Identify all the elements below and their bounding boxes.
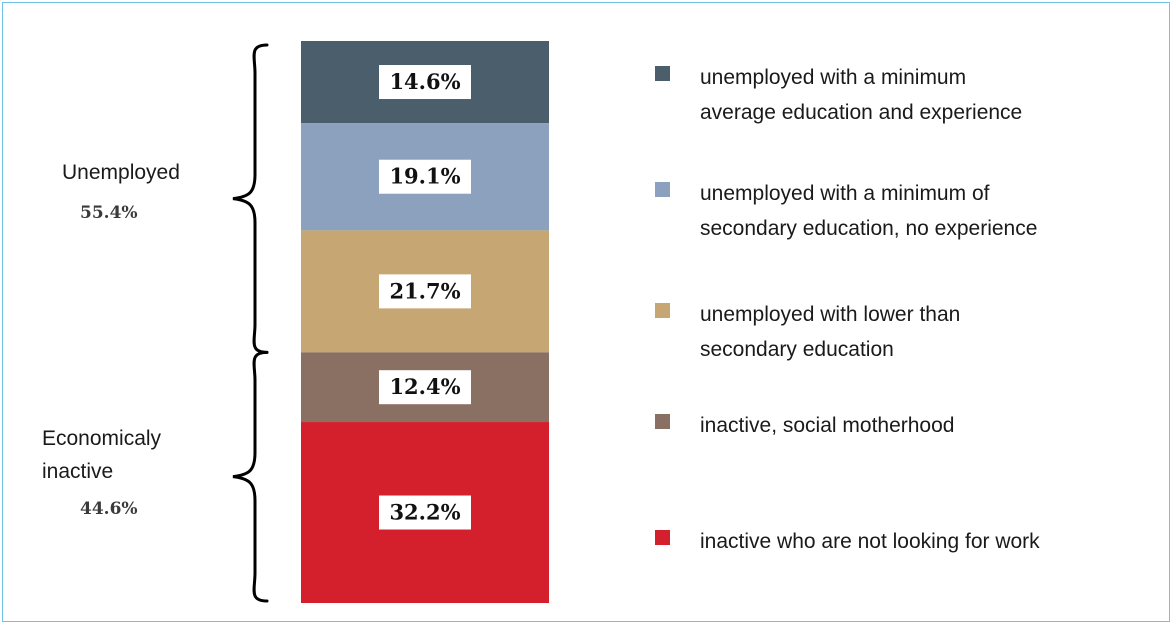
- segment-label-box-4: [379, 370, 471, 405]
- legend-label-5: inactive who are not looking for work: [700, 530, 1040, 553]
- legend-label-1-line-1: unemployed with a minimum: [700, 66, 966, 89]
- segment-label-5: 32.2%: [389, 500, 460, 525]
- group-label-unemployed: Unemployed: [62, 161, 180, 184]
- legend-label-3-line-1: unemployed with lower than: [700, 303, 960, 326]
- segment-label-box-2: [379, 159, 471, 194]
- legend-label-2-line-2: secondary education, no experience: [700, 217, 1037, 240]
- legend-swatch-5: [655, 530, 670, 545]
- legend-swatch-2: [655, 182, 670, 197]
- segment-label-box-1: [379, 65, 471, 100]
- legend-label-1-line-2: average education and experience: [700, 101, 1022, 124]
- segment-label-box-5: [379, 495, 471, 530]
- segment-label-2: 19.1%: [389, 164, 460, 189]
- legend-swatch-4: [655, 414, 670, 429]
- group-label-inactive-line-1: Economicaly: [42, 427, 162, 450]
- legend-swatch-3: [655, 303, 670, 318]
- segment-label-1: 14.6%: [389, 69, 460, 94]
- group-label-inactive-line-2: inactive: [42, 460, 113, 483]
- group-value-inactive: 44.6%: [80, 499, 138, 519]
- legend-swatch-1: [655, 66, 670, 81]
- segment-label-3: 21.7%: [389, 278, 460, 303]
- group-value-unemployed: 55.4%: [80, 203, 138, 223]
- unemployed-brace: [232, 43, 269, 354]
- legend-label-2-line-1: unemployed with a minimum of: [700, 182, 990, 205]
- segment-label-4: 12.4%: [389, 374, 460, 399]
- legend-label-4: inactive, social motherhood: [700, 414, 954, 437]
- inactive-brace: [232, 350, 269, 603]
- segment-label-box-3: [379, 274, 471, 309]
- legend-label-3-line-2: secondary education: [700, 338, 894, 361]
